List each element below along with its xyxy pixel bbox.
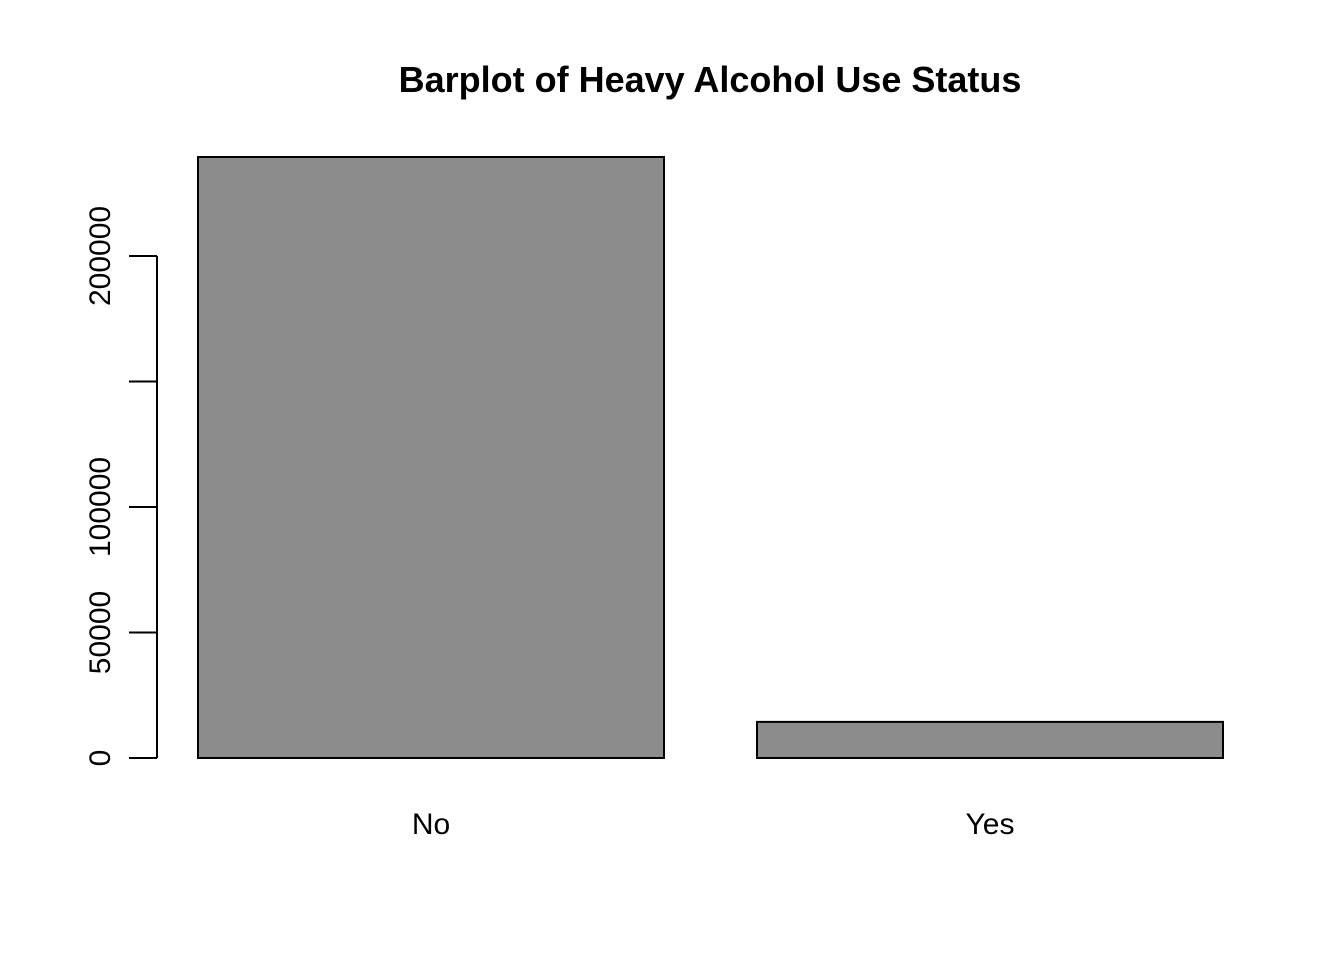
bar-no <box>197 156 665 759</box>
x-category-label-no: No <box>412 808 450 841</box>
y-tick-label: 0 <box>84 750 117 767</box>
bars-group <box>197 156 1224 759</box>
y-axis: 0 50000 100000 200000 <box>84 206 158 767</box>
y-tick-label: 200000 <box>84 206 117 306</box>
bar-yes <box>756 720 1224 759</box>
y-tick-label: 100000 <box>84 457 117 557</box>
x-category-label-yes: Yes <box>966 808 1015 841</box>
x-axis-labels: No Yes <box>412 808 1015 841</box>
y-tick-label: 50000 <box>84 591 117 674</box>
chart-title: Barplot of Heavy Alcohol Use Status <box>399 59 1022 100</box>
